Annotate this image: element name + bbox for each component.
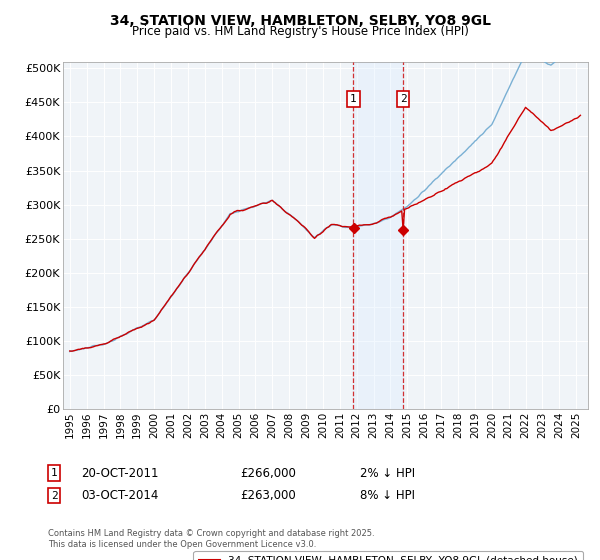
Text: 2: 2 (50, 491, 58, 501)
Text: 20-OCT-2011: 20-OCT-2011 (81, 466, 158, 480)
Text: £263,000: £263,000 (240, 489, 296, 502)
Text: 1: 1 (350, 94, 357, 104)
Text: 2% ↓ HPI: 2% ↓ HPI (360, 466, 415, 480)
Text: 34, STATION VIEW, HAMBLETON, SELBY, YO8 9GL: 34, STATION VIEW, HAMBLETON, SELBY, YO8 … (110, 14, 491, 28)
Text: Price paid vs. HM Land Registry's House Price Index (HPI): Price paid vs. HM Land Registry's House … (131, 25, 469, 38)
Text: £266,000: £266,000 (240, 466, 296, 480)
Text: 03-OCT-2014: 03-OCT-2014 (81, 489, 158, 502)
Legend: 34, STATION VIEW, HAMBLETON, SELBY, YO8 9GL (detached house), HPI: Average price: 34, STATION VIEW, HAMBLETON, SELBY, YO8 … (193, 550, 583, 560)
Bar (353, 62, 403, 409)
Text: 2: 2 (400, 94, 407, 104)
Text: 1: 1 (50, 468, 58, 478)
Text: Contains HM Land Registry data © Crown copyright and database right 2025.
This d: Contains HM Land Registry data © Crown c… (48, 529, 374, 549)
Text: 8% ↓ HPI: 8% ↓ HPI (360, 489, 415, 502)
